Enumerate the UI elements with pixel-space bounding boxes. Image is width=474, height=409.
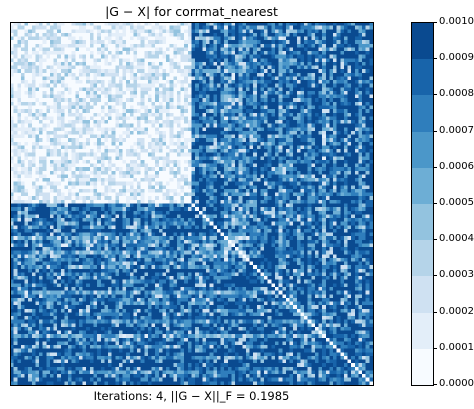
colorbar-tick-label: 0.0005 (439, 197, 474, 208)
colorbar-tick-label: 0.0000 (439, 378, 474, 389)
colorbar-tick (433, 275, 437, 276)
colorbar-segment (412, 349, 433, 385)
chart-title-text: |G − X| for corrmat_nearest (105, 4, 278, 19)
colorbar-tick (433, 348, 437, 349)
x-axis-label-text: Iterations: 4, ||G − X||_F = 0.1985 (93, 389, 290, 403)
colorbar-tick-label: 0.0001 (439, 342, 474, 353)
heatmap-plot (10, 22, 373, 385)
colorbar-tick (433, 239, 437, 240)
colorbar-tick (433, 94, 437, 95)
colorbar-segment (412, 59, 433, 95)
colorbar-tick-label: 0.0004 (439, 233, 474, 244)
colorbar-tick-label: 0.0007 (439, 125, 474, 136)
colorbar-segment (412, 276, 433, 313)
colorbar-segment (412, 204, 433, 240)
colorbar-segment (412, 313, 433, 349)
colorbar-tick (433, 58, 437, 59)
colorbar-tick-label: 0.0006 (439, 161, 474, 172)
chart-title: |G − X| for corrmat_nearest (10, 4, 373, 19)
colorbar-tick (433, 22, 437, 23)
colorbar-tick-label: 0.0002 (439, 306, 474, 317)
colorbar-tick (433, 131, 437, 132)
colorbar (411, 22, 434, 386)
colorbar-tick-label: 0.0008 (439, 88, 474, 99)
colorbar-tick (433, 167, 437, 168)
colorbar-tick (433, 312, 437, 313)
colorbar-segment (412, 95, 433, 132)
colorbar-segment (412, 168, 433, 204)
colorbar-tick-label: 0.0009 (439, 52, 474, 63)
colorbar-tick (433, 203, 437, 204)
colorbar-segment (412, 240, 433, 276)
colorbar-segment (412, 132, 433, 168)
colorbar-segment (412, 23, 433, 59)
colorbar-tick-label: 0.0010 (439, 16, 474, 27)
colorbar-tick (433, 384, 437, 385)
colorbar-tick-label: 0.0003 (439, 269, 474, 280)
x-axis-label: Iterations: 4, ||G − X||_F = 0.1985 (10, 389, 373, 403)
